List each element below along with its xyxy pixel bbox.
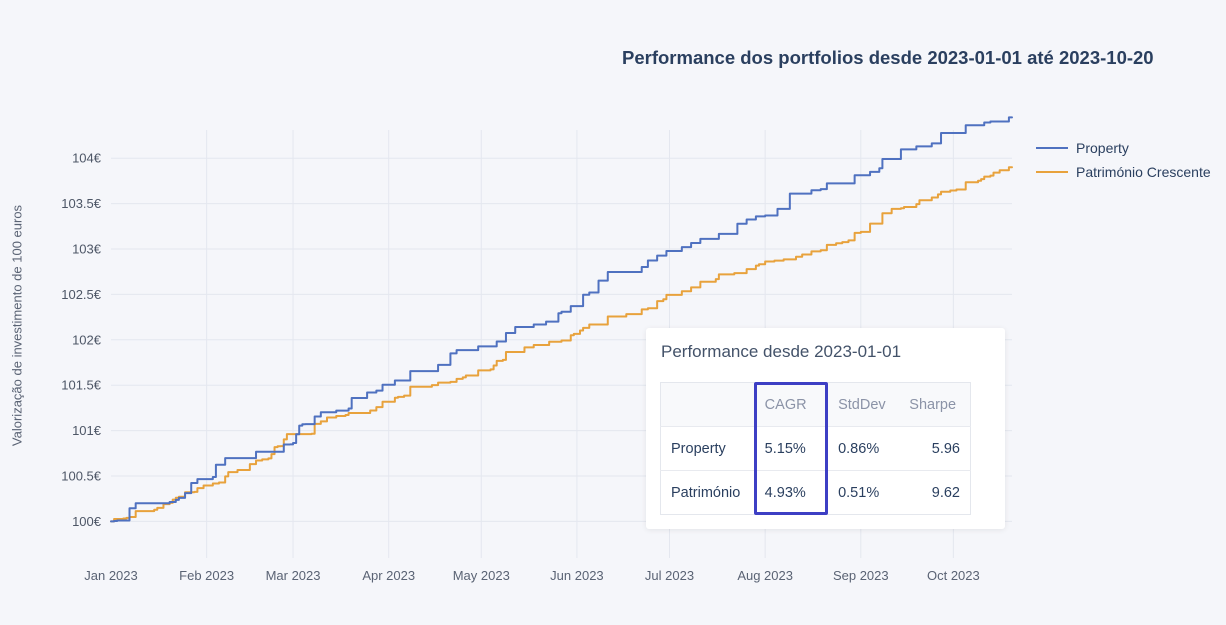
svg-text:Jun 2023: Jun 2023 bbox=[550, 568, 604, 583]
svg-text:102€: 102€ bbox=[72, 332, 102, 347]
svg-text:May 2023: May 2023 bbox=[453, 568, 510, 583]
svg-text:103€: 103€ bbox=[72, 242, 102, 257]
svg-text:101€: 101€ bbox=[72, 423, 102, 438]
svg-text:Aug 2023: Aug 2023 bbox=[737, 568, 793, 583]
svg-text:Jan 2023: Jan 2023 bbox=[84, 568, 138, 583]
svg-text:104€: 104€ bbox=[72, 151, 102, 166]
svg-text:Oct 2023: Oct 2023 bbox=[927, 568, 980, 583]
svg-text:Sep 2023: Sep 2023 bbox=[833, 568, 889, 583]
svg-text:Jul 2023: Jul 2023 bbox=[645, 568, 694, 583]
svg-text:101.5€: 101.5€ bbox=[61, 378, 102, 393]
svg-text:102.5€: 102.5€ bbox=[61, 287, 102, 302]
svg-text:100.5€: 100.5€ bbox=[61, 469, 102, 484]
svg-text:Feb 2023: Feb 2023 bbox=[179, 568, 234, 583]
svg-text:Mar 2023: Mar 2023 bbox=[266, 568, 321, 583]
svg-text:100€: 100€ bbox=[72, 514, 102, 529]
svg-text:103.5€: 103.5€ bbox=[61, 196, 102, 211]
svg-text:Apr 2023: Apr 2023 bbox=[362, 568, 415, 583]
